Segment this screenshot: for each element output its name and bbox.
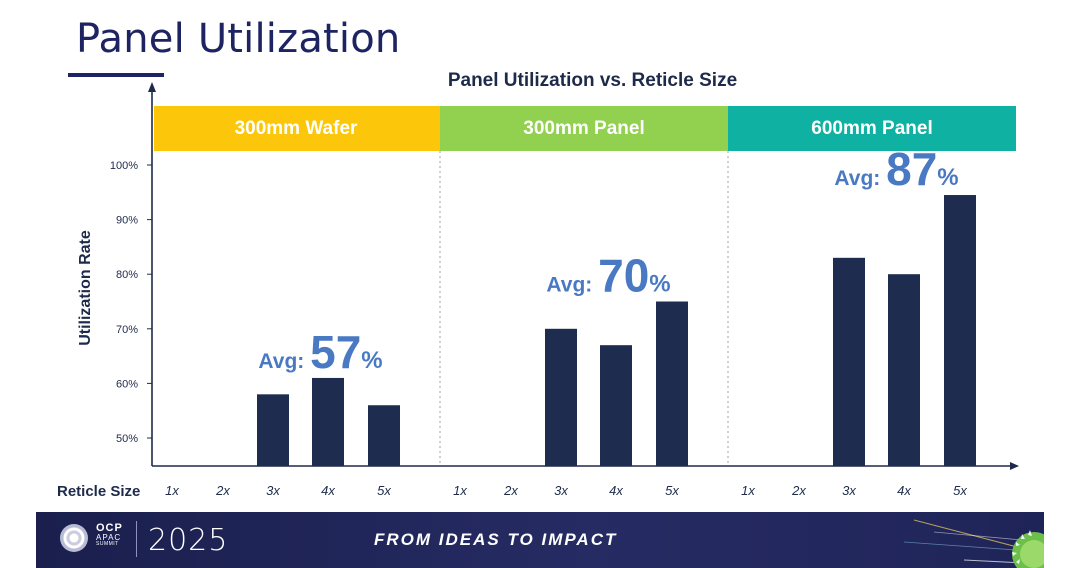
average-label: Avg: 70% (546, 250, 670, 302)
bar (545, 328, 577, 466)
y-axis-label: Utilization Rate (77, 230, 94, 346)
bar (312, 377, 344, 466)
bar (833, 257, 865, 466)
event-year: 2025 (148, 523, 229, 558)
x-tick-label: 3x (554, 483, 568, 498)
y-tick-label: 90% (116, 215, 138, 227)
slide-title: Panel Utilization (76, 16, 401, 62)
chart-title: Panel Utilization vs. Reticle Size (447, 70, 738, 91)
average-value: 70 (598, 250, 649, 302)
starburst-decoration (904, 519, 1044, 568)
logo-line-3: SUMMIT (96, 541, 119, 547)
event-tagline: FROM IDEAS TO IMPACT (374, 530, 618, 549)
average-label: Avg: 87% (834, 143, 958, 195)
group-header-label: 300mm Wafer (235, 118, 358, 139)
logo-line-1: OCP (96, 522, 123, 534)
group-header-band (154, 106, 440, 151)
logo-line-2: APAC (96, 533, 122, 542)
x-tick-label: 2x (503, 483, 518, 498)
ocp-logo-icon (60, 524, 88, 552)
x-tick-label: 1x (165, 483, 179, 498)
bar (368, 405, 400, 466)
group-header-label: 600mm Panel (811, 118, 932, 139)
x-tick-label: 5x (953, 483, 967, 498)
bar (656, 301, 688, 466)
average-label: Avg: 57% (258, 326, 382, 378)
bar (257, 394, 289, 466)
y-axis-arrow (148, 82, 156, 92)
average-prefix: Avg: (546, 274, 598, 297)
group-header-band (440, 106, 728, 151)
average-value: 87 (886, 143, 937, 195)
average-unit: % (361, 347, 382, 374)
bar (888, 274, 920, 466)
y-tick-label: 70% (116, 324, 138, 336)
x-tick-label: 3x (842, 483, 856, 498)
bar (600, 345, 632, 466)
x-axis-label: Reticle Size (57, 483, 140, 500)
y-tick-label: 50% (116, 433, 138, 445)
logo-divider (136, 521, 137, 557)
y-tick-label: 100% (110, 160, 138, 172)
x-axis-arrow (1010, 462, 1019, 470)
group-header-band (728, 106, 1016, 151)
average-value: 57 (310, 326, 361, 378)
x-tick-label: 2x (791, 483, 806, 498)
footer-banner: OCP APAC SUMMIT 2025 FROM IDEAS TO IMPAC… (36, 512, 1044, 568)
chart-area: 300mm Wafer 300mm Panel 600mm Panel 50% 60%… (57, 82, 1019, 500)
x-tick-label: 2x (215, 483, 230, 498)
x-tick-label: 5x (377, 483, 391, 498)
x-tick-label: 4x (321, 483, 335, 498)
x-tick-label: 1x (453, 483, 467, 498)
ocp-logo-text: OCP APAC SUMMIT (96, 523, 123, 547)
average-unit: % (649, 271, 670, 298)
x-tick-label: 5x (665, 483, 679, 498)
average-unit: % (937, 164, 958, 191)
x-tick-label: 3x (266, 483, 280, 498)
average-prefix: Avg: (258, 350, 310, 373)
x-tick-label: 4x (897, 483, 911, 498)
bar (944, 195, 976, 466)
x-tick-label: 1x (741, 483, 755, 498)
average-prefix: Avg: (834, 167, 886, 190)
x-tick-label: 4x (609, 483, 623, 498)
title-underline (68, 73, 164, 77)
group-header-label: 300mm Panel (523, 118, 644, 139)
y-tick-label: 80% (116, 269, 138, 281)
y-tick-label: 60% (116, 378, 138, 390)
